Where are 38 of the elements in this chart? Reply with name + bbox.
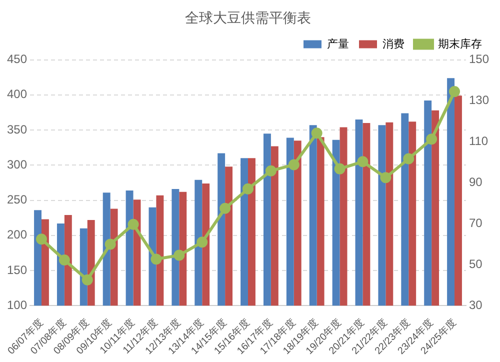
point [357, 156, 368, 168]
point [311, 128, 322, 139]
point [196, 236, 208, 248]
point [334, 163, 346, 174]
y-tick-label: 400 [6, 87, 28, 102]
y-tick-label: 100 [6, 298, 28, 312]
point [403, 153, 414, 164]
chart-title: 全球大豆供需平衡表 [185, 9, 311, 26]
y2-tick-label: 70 [468, 216, 483, 230]
point [128, 218, 139, 230]
point [82, 274, 93, 286]
point [380, 172, 392, 184]
point [288, 159, 300, 170]
point [150, 254, 162, 265]
y-tick-label: 350 [6, 122, 28, 136]
legend-label: 期末库存 [438, 37, 482, 50]
point [242, 183, 254, 194]
y2-tick-label: 110 [468, 134, 488, 148]
point [174, 250, 185, 261]
y-tick-label: 300 [6, 157, 28, 172]
point [426, 134, 438, 145]
legend-label: 产量 [327, 37, 349, 50]
point [220, 202, 231, 214]
point [449, 86, 460, 98]
point [265, 165, 276, 176]
y2-tick-label: 90 [468, 175, 483, 190]
y-tick-label: 450 [6, 52, 28, 66]
y-tick-label: 200 [6, 228, 28, 242]
y-tick-label: 250 [6, 192, 28, 207]
point [58, 254, 70, 266]
point [104, 238, 116, 250]
y-tick-label: 150 [6, 262, 28, 277]
point [36, 234, 47, 245]
y2-tick-label: 150 [468, 52, 490, 66]
y2-tick-label: 130 [468, 93, 490, 108]
y2-tick-label: 50 [468, 257, 483, 272]
y2-tick-label: 30 [468, 298, 483, 312]
legend-label: 消费 [382, 37, 404, 50]
